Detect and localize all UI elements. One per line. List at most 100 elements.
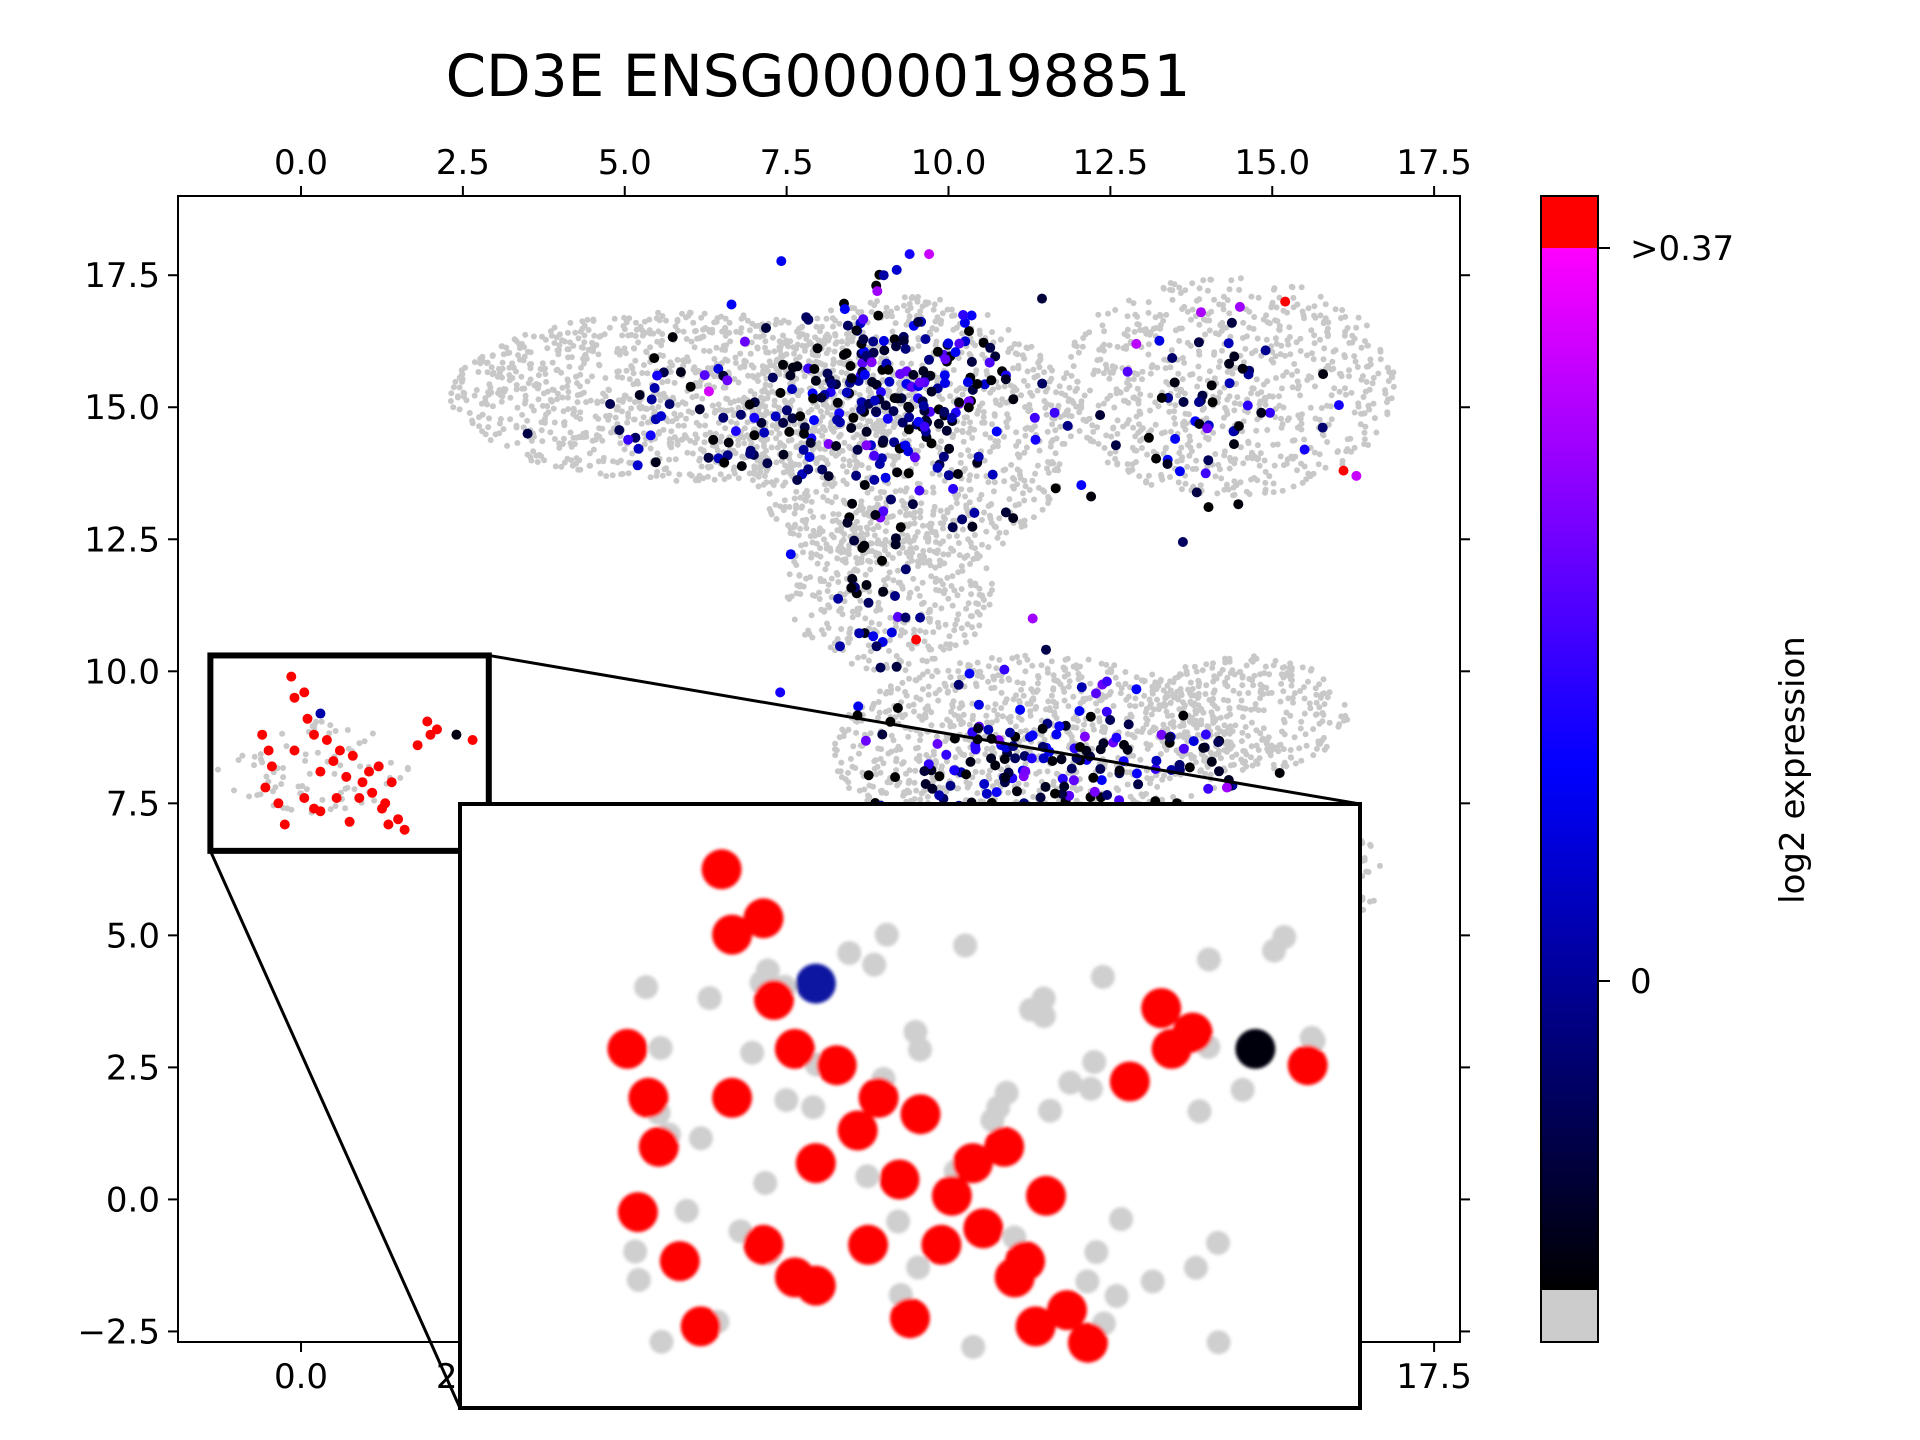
cell-point [1134,728,1141,735]
cell-point [694,475,701,482]
cell-point [1218,327,1225,334]
cell-point [781,497,788,504]
cell-point [882,628,889,635]
cell-point [1100,370,1107,377]
cell-point [1258,389,1265,396]
cell-point [1171,415,1178,421]
cell-point [717,438,724,445]
cell-point [971,631,978,638]
cell-point [1186,433,1193,440]
expressed-cell-point [744,399,755,410]
cell-point [741,357,748,364]
cell-point [1196,321,1203,328]
cell-point [845,779,852,786]
cell-point [668,428,675,435]
cell-point [852,457,859,464]
cell-point [974,410,981,417]
cell-point [807,533,814,540]
cell-point [1068,353,1075,360]
cell-point [1245,732,1251,739]
cell-point [1020,680,1026,687]
cell-point [496,387,503,393]
cell-point [1214,725,1221,732]
cell-point [1131,447,1138,454]
cell-point [944,306,951,313]
cell-point [1137,437,1143,444]
cell-point [817,408,824,415]
cell-point [542,336,549,343]
cell-point [1102,693,1109,700]
cell-point [671,410,678,417]
cell-point [690,319,697,326]
cell-point [1175,479,1182,486]
expressed-cell-point [1224,378,1235,389]
cell-point [1324,402,1330,409]
cell-point [1052,427,1059,434]
cell-point [500,351,507,358]
cell-point [1216,301,1223,308]
cell-point [1365,402,1372,409]
cell-point [849,407,856,414]
cell-point [475,369,482,375]
cell-point [986,512,993,519]
cell-point [1200,277,1207,284]
cell-point [970,712,976,719]
cell-point [964,552,971,559]
expressed-cell-point [954,397,965,408]
expressed-cell-point [826,378,837,389]
expressed-cell-point [986,375,997,386]
cell-point [735,475,742,482]
cell-point [551,419,558,426]
cell-point [822,566,829,573]
cell-point [337,762,344,769]
cell-point [319,796,326,803]
cell-point [852,566,859,573]
cell-point [1192,710,1199,717]
cell-point [1070,363,1077,370]
cell-point [1324,325,1331,332]
cell-point [800,549,806,556]
cell-point [841,499,848,506]
cell-point [782,503,789,510]
cell-point [705,326,712,333]
cell-point [628,405,635,412]
cell-point [887,689,894,696]
cell-point [1305,678,1311,685]
cell-point [1172,420,1179,427]
cell-point [847,755,854,762]
cell-point [590,316,597,323]
expressed-cell-point [1037,378,1048,389]
cell-point [720,407,726,414]
cell-point [1386,369,1393,375]
cell-point [521,344,527,350]
cell-point [551,340,558,346]
cell-point [1050,672,1057,679]
cell-point [1291,690,1298,697]
expressed-cell-point [803,464,814,475]
cell-point [968,543,975,550]
cell-point [873,771,880,778]
cell-point [556,444,563,451]
cell-point [684,354,691,361]
cell-point [1005,715,1012,722]
cell-point [795,329,802,336]
expressed-cell-point [876,453,887,464]
cell-point [525,380,532,387]
expressed-cell-point [778,417,789,428]
cell-point [1004,411,1011,418]
cell-point [1288,453,1295,460]
cell-point [1084,434,1091,441]
cell-point [1310,726,1317,733]
cell-point [982,733,988,740]
cell-point [808,612,815,619]
cell-point [614,345,621,352]
cell-point [903,770,909,777]
cell-point [1317,312,1324,319]
cell-point [867,730,874,737]
expressed-cell-point [897,417,908,428]
cell-point [884,313,890,320]
cell-point [524,348,531,355]
cell-point [1198,767,1204,774]
expressed-cell-point [816,392,827,403]
cell-point [1326,719,1333,726]
